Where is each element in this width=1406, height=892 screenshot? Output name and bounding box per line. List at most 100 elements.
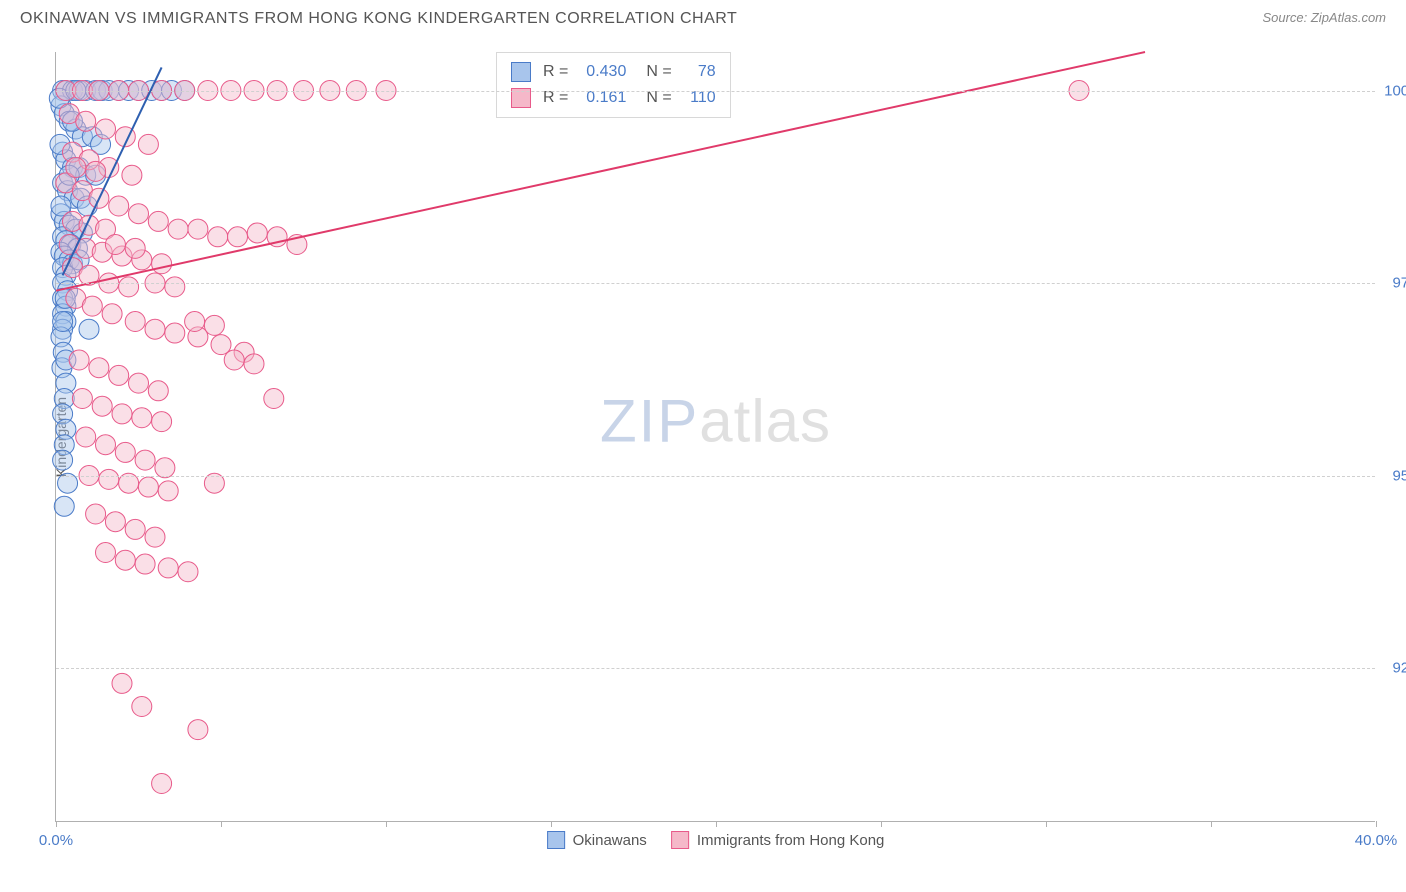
gridline: [56, 283, 1375, 284]
scatter-point: [204, 315, 224, 335]
scatter-point: [145, 319, 165, 339]
scatter-svg: [56, 52, 1375, 821]
scatter-point: [247, 223, 267, 243]
x-tick: [221, 821, 222, 827]
scatter-point: [228, 227, 248, 247]
scatter-point: [185, 312, 205, 332]
series-legend-item: Immigrants from Hong Kong: [671, 831, 885, 849]
scatter-point: [125, 238, 145, 258]
scatter-point: [76, 111, 96, 131]
scatter-point: [96, 435, 116, 455]
scatter-point: [53, 450, 73, 470]
scatter-point: [208, 227, 228, 247]
scatter-point: [178, 562, 198, 582]
y-tick-label: 92.5%: [1392, 660, 1406, 677]
y-tick-label: 95.0%: [1392, 467, 1406, 484]
scatter-point: [96, 119, 116, 139]
chart-source: Source: ZipAtlas.com: [1262, 10, 1386, 25]
scatter-point: [109, 365, 129, 385]
scatter-point: [165, 323, 185, 343]
scatter-point: [158, 481, 178, 501]
scatter-point: [148, 211, 168, 231]
scatter-point: [152, 412, 172, 432]
scatter-point: [53, 312, 73, 332]
chart-plot-area: Kindergarten ZIPatlas R =0.430N =78R =0.…: [55, 52, 1375, 822]
scatter-point: [138, 477, 158, 497]
r-value: 0.161: [576, 89, 626, 107]
scatter-point: [132, 408, 152, 428]
scatter-point: [76, 427, 96, 447]
series-legend-label: Immigrants from Hong Kong: [697, 832, 885, 849]
legend-swatch: [671, 831, 689, 849]
scatter-point: [168, 219, 188, 239]
x-tick: [386, 821, 387, 827]
scatter-point: [125, 519, 145, 539]
scatter-point: [188, 219, 208, 239]
gridline: [56, 91, 1375, 92]
scatter-point: [122, 165, 142, 185]
correlation-legend-row: R = 0.161 N = 110: [511, 85, 716, 111]
n-label: N =: [646, 63, 671, 81]
correlation-legend: R = 0.430 N = 78 R = 0.161 N = 110: [496, 52, 731, 118]
n-value: 110: [680, 89, 716, 107]
scatter-point: [92, 396, 112, 416]
x-tick-label: 40.0%: [1355, 832, 1398, 849]
scatter-point: [96, 543, 116, 563]
scatter-point: [105, 512, 125, 532]
scatter-point: [112, 404, 132, 424]
x-tick: [716, 821, 717, 827]
x-tick: [1046, 821, 1047, 827]
n-value: 78: [680, 63, 716, 81]
scatter-point: [132, 697, 152, 717]
x-tick: [1211, 821, 1212, 827]
series-legend-label: Okinawans: [573, 832, 647, 849]
y-tick-label: 100.0%: [1384, 82, 1406, 99]
scatter-point: [188, 720, 208, 740]
scatter-point: [99, 469, 119, 489]
series-legend: Okinawans Immigrants from Hong Kong: [547, 831, 885, 849]
x-tick: [551, 821, 552, 827]
gridline: [56, 476, 1375, 477]
scatter-point: [115, 550, 135, 570]
scatter-point: [89, 358, 109, 378]
scatter-point: [112, 673, 132, 693]
scatter-point: [125, 312, 145, 332]
x-tick-label: 0.0%: [39, 832, 73, 849]
scatter-point: [135, 554, 155, 574]
scatter-point: [115, 442, 135, 462]
chart-header: OKINAWAN VS IMMIGRANTS FROM HONG KONG KI…: [0, 0, 1406, 36]
scatter-point: [82, 296, 102, 316]
scatter-point: [138, 134, 158, 154]
scatter-point: [66, 158, 86, 178]
correlation-legend-row: R = 0.430 N = 78: [511, 59, 716, 85]
r-value: 0.430: [576, 63, 626, 81]
scatter-point: [135, 450, 155, 470]
scatter-point: [105, 235, 125, 255]
y-tick-label: 97.5%: [1392, 275, 1406, 292]
scatter-point: [152, 774, 172, 794]
series-legend-item: Okinawans: [547, 831, 647, 849]
scatter-point: [72, 389, 92, 409]
x-tick: [1376, 821, 1377, 827]
scatter-point: [86, 161, 106, 181]
scatter-point: [79, 319, 99, 339]
chart-title: OKINAWAN VS IMMIGRANTS FROM HONG KONG KI…: [20, 10, 737, 28]
scatter-point: [145, 527, 165, 547]
x-tick: [56, 821, 57, 827]
scatter-point: [224, 350, 244, 370]
n-label: N =: [646, 89, 671, 107]
scatter-point: [109, 196, 129, 216]
scatter-point: [158, 558, 178, 578]
scatter-point: [119, 277, 139, 297]
scatter-point: [165, 277, 185, 297]
scatter-point: [148, 381, 168, 401]
scatter-point: [54, 496, 74, 516]
scatter-point: [129, 373, 149, 393]
gridline: [56, 668, 1375, 669]
r-label: R =: [543, 89, 568, 107]
x-tick: [881, 821, 882, 827]
r-label: R =: [543, 63, 568, 81]
scatter-point: [264, 389, 284, 409]
scatter-point: [244, 354, 264, 374]
scatter-point: [152, 254, 172, 274]
